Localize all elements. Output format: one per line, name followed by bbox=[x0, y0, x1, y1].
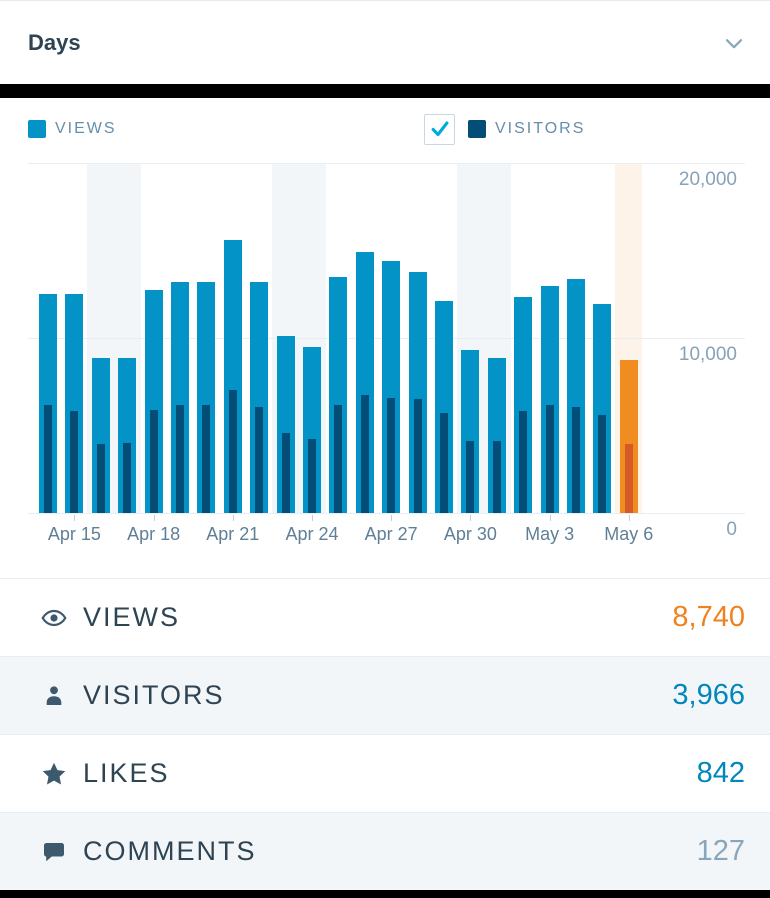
x-tick bbox=[470, 515, 472, 521]
x-tick-label: May 3 bbox=[525, 524, 575, 544]
page-title: Days bbox=[28, 29, 81, 55]
visitors-bar bbox=[466, 441, 475, 513]
bar-group[interactable] bbox=[197, 282, 216, 513]
bar-group[interactable] bbox=[329, 276, 348, 513]
bar-group[interactable] bbox=[593, 303, 612, 513]
summary-list: VIEWS 8,740 VISITORS 3,966 LIKES 842 COM… bbox=[0, 578, 770, 890]
bar-group[interactable] bbox=[65, 294, 84, 513]
bar-group[interactable] bbox=[223, 240, 242, 513]
visitors-bar bbox=[202, 404, 211, 513]
comments-count: 127 bbox=[696, 835, 745, 867]
bar-group[interactable] bbox=[39, 294, 57, 513]
visitors-bar bbox=[545, 405, 554, 513]
gridline bbox=[28, 163, 745, 164]
visitors-bar bbox=[228, 389, 237, 513]
star-icon bbox=[40, 761, 67, 787]
visitors-bar bbox=[387, 397, 396, 513]
bar-group[interactable] bbox=[619, 360, 638, 513]
period-header[interactable]: Days bbox=[0, 1, 770, 84]
checkmark-icon bbox=[431, 121, 448, 137]
x-tick bbox=[153, 515, 155, 521]
summary-row-visitors[interactable]: VISITORS 3,966 bbox=[0, 656, 770, 734]
x-tick bbox=[549, 515, 551, 521]
bar-group[interactable] bbox=[540, 285, 559, 513]
visitors-bar bbox=[334, 404, 343, 513]
comment-icon bbox=[40, 840, 67, 864]
visitors-bar bbox=[572, 407, 580, 513]
visitors-bar bbox=[96, 443, 105, 513]
legend-item-views: VIEWS bbox=[28, 98, 117, 160]
visitors-bar bbox=[255, 407, 264, 513]
summary-row-views[interactable]: VIEWS 8,740 bbox=[0, 578, 770, 656]
summary-row-comments[interactable]: COMMENTS 127 bbox=[0, 812, 770, 890]
visitors-bar bbox=[519, 410, 528, 513]
bar-group[interactable] bbox=[118, 358, 137, 513]
visitors-bar bbox=[44, 405, 52, 513]
bar-group[interactable] bbox=[303, 346, 321, 513]
chart-legend: VIEWS VISITORS bbox=[0, 98, 770, 160]
visitors-count: 3,966 bbox=[672, 679, 745, 711]
visitors-bar bbox=[123, 443, 132, 513]
visitors-checkbox[interactable] bbox=[424, 113, 455, 145]
x-tick-label: Apr 21 bbox=[206, 524, 260, 544]
visitors-bar bbox=[281, 433, 290, 513]
y-tick-label: 20,000 bbox=[678, 169, 737, 190]
x-tick-label: Apr 27 bbox=[364, 524, 418, 544]
bar-group[interactable] bbox=[435, 301, 453, 513]
top-divider-bar bbox=[0, 84, 770, 98]
visitors-bar bbox=[624, 443, 633, 513]
summary-label: VISITORS bbox=[83, 680, 225, 710]
bar-group[interactable] bbox=[487, 358, 506, 513]
x-tick-label: Apr 15 bbox=[47, 524, 101, 544]
summary-label: LIKES bbox=[83, 758, 170, 788]
visitors-bar bbox=[70, 410, 79, 513]
x-tick-label: Apr 18 bbox=[127, 524, 181, 544]
x-tick bbox=[391, 515, 393, 521]
chevron-down-icon[interactable] bbox=[722, 31, 746, 55]
legend-views-label: VIEWS bbox=[55, 120, 117, 137]
visitors-bar bbox=[176, 405, 184, 513]
views-count: 8,740 bbox=[672, 601, 745, 633]
bar-group[interactable] bbox=[144, 289, 163, 513]
visitors-bar bbox=[413, 399, 422, 513]
x-tick-label: Apr 24 bbox=[285, 524, 339, 544]
visitors-bar bbox=[598, 415, 607, 513]
bar-group[interactable] bbox=[355, 252, 374, 513]
summary-row-likes[interactable]: LIKES 842 bbox=[0, 734, 770, 812]
bar-group[interactable] bbox=[461, 350, 480, 513]
views-swatch bbox=[28, 120, 46, 138]
legend-visitors-label: VISITORS bbox=[495, 120, 586, 137]
bottom-divider-bar bbox=[0, 890, 770, 898]
bar-chart: Apr 15 Apr 18 Apr 21 Apr 24 Apr 27 Apr 30 May … bbox=[0, 160, 770, 578]
bar-group[interactable] bbox=[514, 296, 533, 513]
x-tick bbox=[74, 515, 76, 521]
x-tick-label: Apr 30 bbox=[443, 524, 497, 544]
x-tick bbox=[232, 515, 234, 521]
visitors-swatch bbox=[468, 120, 486, 138]
bar-group[interactable] bbox=[567, 278, 585, 513]
gridline bbox=[28, 513, 745, 514]
bar-group[interactable] bbox=[91, 358, 110, 513]
bar-group[interactable] bbox=[408, 271, 427, 513]
bar-group[interactable] bbox=[276, 336, 295, 513]
x-tick bbox=[312, 515, 313, 521]
y-tick-label: 10,000 bbox=[678, 344, 737, 365]
x-tick-label: May 6 bbox=[604, 524, 654, 544]
y-tick-label: 0 bbox=[726, 519, 737, 540]
visitors-bar bbox=[440, 413, 448, 513]
eye-icon bbox=[40, 608, 67, 628]
likes-count: 842 bbox=[696, 757, 745, 789]
bar-group[interactable] bbox=[250, 282, 269, 513]
summary-label: VIEWS bbox=[83, 602, 181, 632]
visitors-bar bbox=[149, 409, 158, 513]
bar-group[interactable] bbox=[171, 282, 189, 513]
bar-group[interactable] bbox=[382, 261, 401, 513]
visitors-bar bbox=[308, 438, 316, 513]
visitors-bar bbox=[492, 441, 501, 513]
visitors-bar bbox=[360, 394, 369, 513]
summary-label: COMMENTS bbox=[83, 836, 257, 866]
person-icon bbox=[40, 684, 67, 708]
legend-item-visitors[interactable]: VISITORS bbox=[424, 98, 585, 160]
x-tick bbox=[628, 515, 630, 521]
